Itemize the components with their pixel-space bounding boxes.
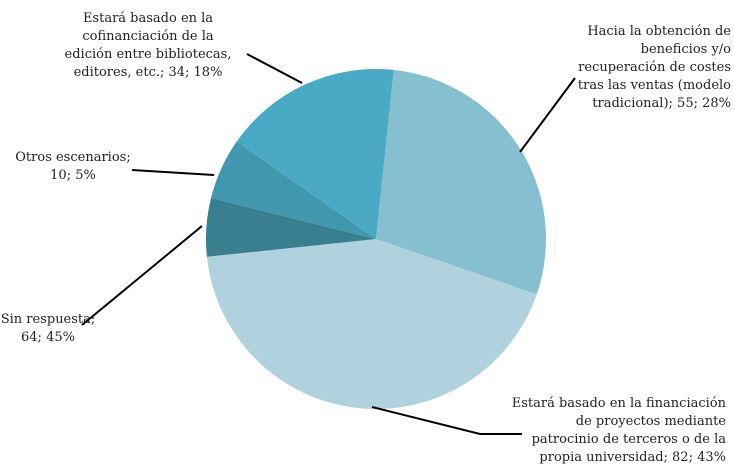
slice-label-3-line-2: 64; 45% — [21, 330, 75, 345]
slice-label-5-line-4: editores, etc.; 34; 18% — [74, 65, 223, 80]
pie-slice-3 — [205, 197, 376, 257]
leader-line-1 — [519, 77, 576, 153]
slice-label-1: Hacia la obtención de beneficios y/o recup… — [578, 24, 731, 111]
slice-label-5-line-2: cofinanciación de la — [82, 29, 214, 44]
leader-line-2 — [371, 406, 522, 435]
slice-label-1-line-3: recuperación de costes — [578, 60, 731, 75]
slice-label-2-line-2: de proyectos mediante — [576, 414, 727, 429]
slice-label-4-line-1: Otros escenarios; — [15, 150, 130, 165]
slice-label-5-line-1: Estará basado en la — [83, 11, 213, 26]
slice-label-2-line-4: propia universidad; 82; 43% — [539, 450, 726, 465]
pie-slice-5 — [236, 68, 394, 239]
leader-line-3 — [81, 225, 203, 326]
slice-label-5-line-3: edición entre bibliotecas, — [65, 47, 232, 62]
pie-slice-2 — [206, 239, 537, 410]
slice-label-3-line-1: Sin respuesta; — [1, 312, 96, 327]
slice-label-2: Estará basado en la financiación de proye… — [512, 396, 727, 465]
slice-label-2-line-3: patrocinio de terceros o de la — [532, 432, 727, 447]
slice-label-1-line-5: tradicional); 55; 28% — [592, 96, 731, 111]
slice-label-5: Estará basado en la cofinanciación de la e… — [65, 11, 232, 80]
pie-slice-4 — [211, 141, 376, 239]
slice-label-4-line-2: 10; 5% — [50, 168, 96, 183]
slice-label-1-line-1: Hacia la obtención de — [587, 24, 731, 39]
leader-line-5 — [246, 53, 303, 84]
leader-line-4 — [131, 169, 215, 176]
slice-label-1-line-2: beneficios y/o — [641, 42, 732, 57]
slice-label-1-line-4: tras las ventas (modelo — [578, 78, 731, 93]
slice-label-4: Otros escenarios; 10; 5% — [15, 150, 130, 183]
slice-label-2-line-1: Estará basado en la financiación — [512, 396, 727, 411]
pie-slice-1 — [376, 69, 547, 295]
slice-label-3: Sin respuesta; 64; 45% — [1, 312, 96, 345]
